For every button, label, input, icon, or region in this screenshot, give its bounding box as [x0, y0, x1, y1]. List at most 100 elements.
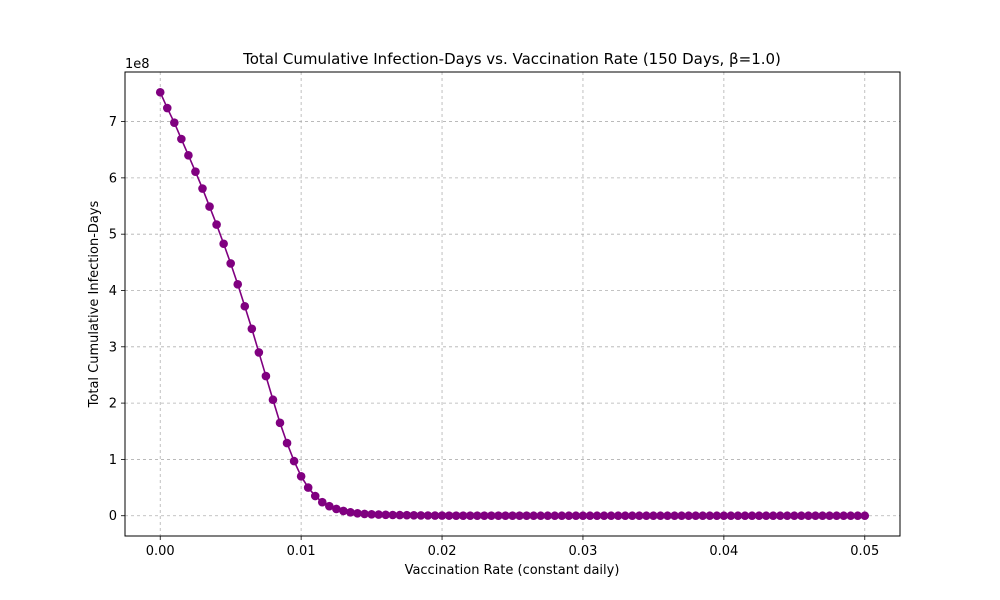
data-point: [508, 511, 517, 521]
data-point: [458, 511, 468, 520]
data-point: [444, 511, 454, 520]
data-point: [219, 239, 228, 249]
chart-title: Total Cumulative Infection-Days vs. Vacc…: [242, 50, 781, 68]
data-point: [402, 510, 412, 520]
data-point: [275, 418, 285, 428]
data-point: [416, 511, 426, 520]
y-tick-label: 5: [109, 228, 117, 243]
data-point: [515, 511, 524, 521]
data-point: [247, 324, 257, 334]
data-point: [374, 510, 383, 519]
data-point: [712, 511, 722, 521]
data-point: [599, 511, 609, 521]
data-point: [550, 511, 560, 521]
data-point: [360, 509, 369, 519]
data-point: [254, 348, 264, 357]
data-point: [296, 472, 306, 481]
data-point: [367, 510, 376, 519]
data-layer: [155, 87, 870, 521]
x-tick-label: 0.05: [850, 544, 879, 559]
data-point: [649, 511, 658, 521]
data-point: [790, 511, 799, 521]
data-point: [177, 134, 186, 144]
data-point: [395, 510, 405, 520]
data-point: [740, 511, 750, 521]
data-point: [839, 511, 848, 521]
data-point: [726, 511, 736, 521]
data-point: [825, 511, 834, 521]
data-point: [310, 491, 320, 501]
data-point: [501, 511, 510, 521]
y-tick-label: 3: [109, 340, 117, 355]
data-point: [346, 508, 355, 517]
data-point: [529, 511, 538, 521]
y-offset-label: 1e8: [125, 57, 150, 72]
data-point: [268, 395, 278, 405]
data-point: [226, 259, 235, 268]
data-point: [332, 504, 341, 514]
y-tick-label: 0: [109, 509, 117, 524]
data-point: [494, 511, 503, 521]
data-point: [635, 511, 644, 521]
data-point: [613, 511, 623, 521]
data-point: [536, 511, 545, 521]
grid: [125, 72, 900, 536]
data-point: [571, 511, 581, 521]
data-point: [557, 511, 567, 521]
data-point: [162, 103, 172, 113]
data-point: [480, 511, 489, 521]
data-point: [860, 511, 870, 521]
data-point: [303, 483, 313, 492]
data-point: [282, 438, 292, 448]
data-point: [620, 511, 630, 521]
data-point: [747, 511, 757, 521]
data-point: [761, 511, 771, 521]
x-tick-label: 0.02: [428, 544, 457, 559]
data-point: [184, 151, 193, 160]
data-point: [656, 511, 665, 521]
data-point: [430, 511, 440, 520]
data-point: [698, 511, 708, 521]
data-point: [212, 220, 221, 229]
data-point: [691, 511, 700, 521]
plot-frame: [124, 71, 901, 537]
data-point: [388, 510, 398, 520]
x-tick-label: 0.04: [709, 544, 738, 559]
data-point: [846, 511, 855, 521]
data-point: [705, 511, 715, 521]
data-point: [170, 118, 179, 127]
data-point: [642, 511, 651, 521]
data-point: [578, 511, 588, 521]
data-point: [381, 510, 390, 520]
y-tick-label: 1: [109, 453, 117, 468]
data-point: [191, 167, 200, 176]
x-axis: 0.00 0.01 0.02 0.03 0.04 0.05: [146, 536, 879, 559]
data-point: [472, 511, 482, 520]
data-point: [832, 511, 841, 521]
data-point: [684, 511, 693, 521]
data-point: [811, 511, 820, 521]
data-point: [592, 511, 602, 521]
data-point: [289, 456, 299, 466]
data-point: [465, 511, 475, 520]
data-point: [317, 497, 327, 507]
data-point: [627, 511, 637, 521]
data-point: [782, 511, 792, 521]
data-point: [261, 371, 271, 381]
data-point: [543, 511, 553, 521]
data-point: [409, 511, 419, 520]
data-point: [804, 511, 813, 521]
y-tick-label: 4: [109, 284, 117, 299]
data-point: [353, 509, 362, 518]
data-point: [240, 301, 250, 311]
data-point: [423, 511, 433, 520]
data-point: [585, 511, 595, 521]
data-point: [522, 511, 531, 521]
data-point: [677, 511, 686, 521]
data-point: [155, 87, 165, 97]
data-point: [818, 511, 827, 521]
data-point: [797, 511, 806, 521]
data-point: [198, 184, 207, 193]
data-point: [733, 511, 743, 521]
